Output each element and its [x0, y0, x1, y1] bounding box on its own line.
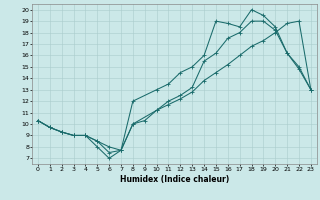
X-axis label: Humidex (Indice chaleur): Humidex (Indice chaleur): [120, 175, 229, 184]
